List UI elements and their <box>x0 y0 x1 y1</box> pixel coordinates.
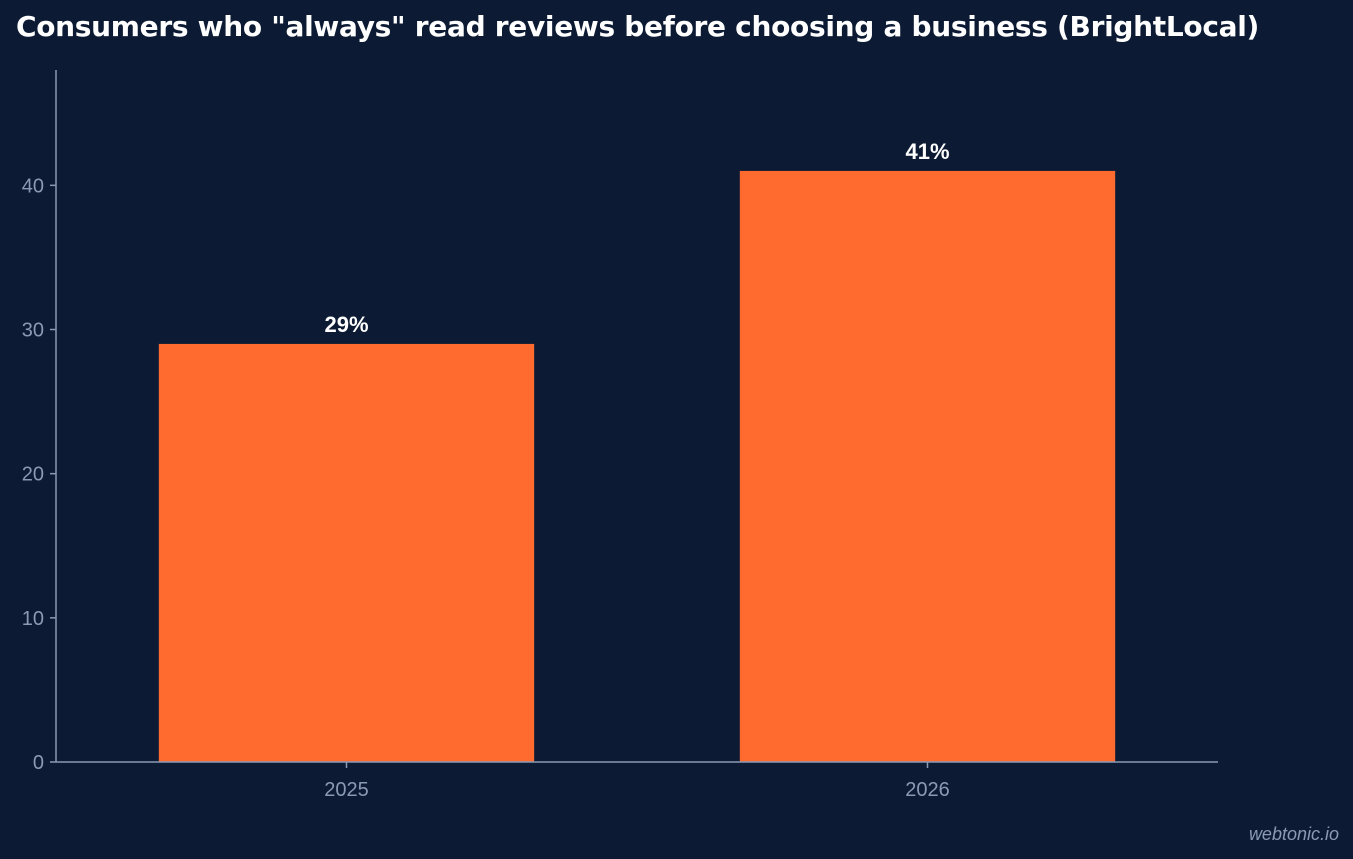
y-tick-label: 0 <box>33 752 44 774</box>
y-tick-label: 10 <box>22 608 44 630</box>
x-tick-label: 2025 <box>324 779 369 801</box>
y-tick-label: 40 <box>22 175 44 197</box>
y-tick-label: 30 <box>22 320 44 342</box>
bar-value-label: 41% <box>905 139 949 164</box>
x-ticks: 2025 2026 <box>324 762 950 801</box>
x-tick-label: 2026 <box>905 779 950 801</box>
bars-layer <box>158 170 1116 762</box>
y-ticks: 0 10 20 30 40 <box>22 175 56 774</box>
watermark: webtonic.io <box>1248 824 1339 844</box>
bar-2026 <box>739 170 1116 762</box>
bar-value-labels: 29% 41% <box>324 139 949 337</box>
bar-value-label: 29% <box>324 312 368 337</box>
chart-title: Consumers who "always" read reviews befo… <box>15 10 1260 43</box>
bar-2025 <box>158 343 535 762</box>
y-tick-label: 20 <box>22 464 44 486</box>
